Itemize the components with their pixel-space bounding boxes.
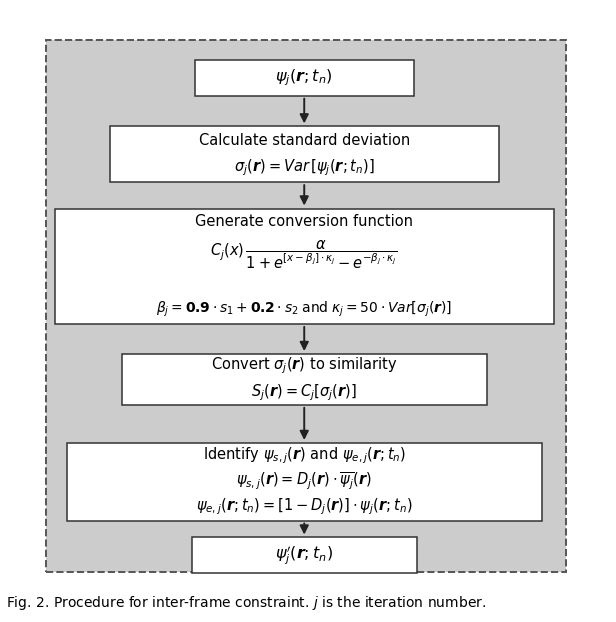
Text: $\beta_j = \mathbf{0.9}\cdot s_1 + \mathbf{0.2}\cdot s_2\;\mathrm{and}\;\kappa_j: $\beta_j = \mathbf{0.9}\cdot s_1 + \math… [156, 300, 452, 320]
FancyBboxPatch shape [192, 537, 417, 573]
FancyBboxPatch shape [46, 40, 566, 572]
Text: Calculate standard deviation: Calculate standard deviation [198, 133, 410, 148]
Text: $C_j(x)\,\dfrac{\alpha}{1 + e^{[x-\beta_j]\cdot\kappa_j} - e^{-\beta_j\cdot\kapp: $C_j(x)\,\dfrac{\alpha}{1 + e^{[x-\beta_… [211, 239, 398, 271]
Text: $S_j(\boldsymbol{r}) = C_j[\sigma_j(\boldsymbol{r})]$: $S_j(\boldsymbol{r}) = C_j[\sigma_j(\bol… [251, 383, 357, 404]
Text: $\psi_{s,j}(\boldsymbol{r}) = D_j(\boldsymbol{r})\cdot\overline{\psi_j}(\boldsym: $\psi_{s,j}(\boldsymbol{r}) = D_j(\bolds… [237, 470, 372, 492]
Text: Convert $\sigma_j(\boldsymbol{r})$ to similarity: Convert $\sigma_j(\boldsymbol{r})$ to si… [211, 355, 397, 376]
Text: $\sigma_j(\boldsymbol{r}) = Var\,[\psi_j(\boldsymbol{r}; t_n)]$: $\sigma_j(\boldsymbol{r}) = Var\,[\psi_j… [234, 157, 375, 179]
Text: Identify $\psi_{s,j}(\boldsymbol{r})$ and $\psi_{e,j}(\boldsymbol{r}; t_n)$: Identify $\psi_{s,j}(\boldsymbol{r})$ an… [203, 445, 406, 466]
FancyBboxPatch shape [122, 354, 487, 405]
FancyBboxPatch shape [67, 443, 541, 521]
FancyBboxPatch shape [110, 126, 499, 182]
FancyBboxPatch shape [55, 209, 554, 324]
Text: $\psi_j(\boldsymbol{r}; t_n)$: $\psi_j(\boldsymbol{r}; t_n)$ [275, 67, 333, 88]
Text: Generate conversion function: Generate conversion function [195, 214, 413, 229]
Text: Fig. 2. Procedure for inter-frame constraint. $j$ is the iteration number.: Fig. 2. Procedure for inter-frame constr… [6, 595, 486, 612]
FancyBboxPatch shape [195, 60, 414, 96]
Text: $\psi_{e,j}(\boldsymbol{r}; t_n) = [1 - D_j(\boldsymbol{r})]\cdot\psi_j(\boldsym: $\psi_{e,j}(\boldsymbol{r}; t_n) = [1 - … [196, 496, 413, 518]
Text: $\psi_j'(\boldsymbol{r}; t_n)$: $\psi_j'(\boldsymbol{r}; t_n)$ [275, 544, 333, 567]
